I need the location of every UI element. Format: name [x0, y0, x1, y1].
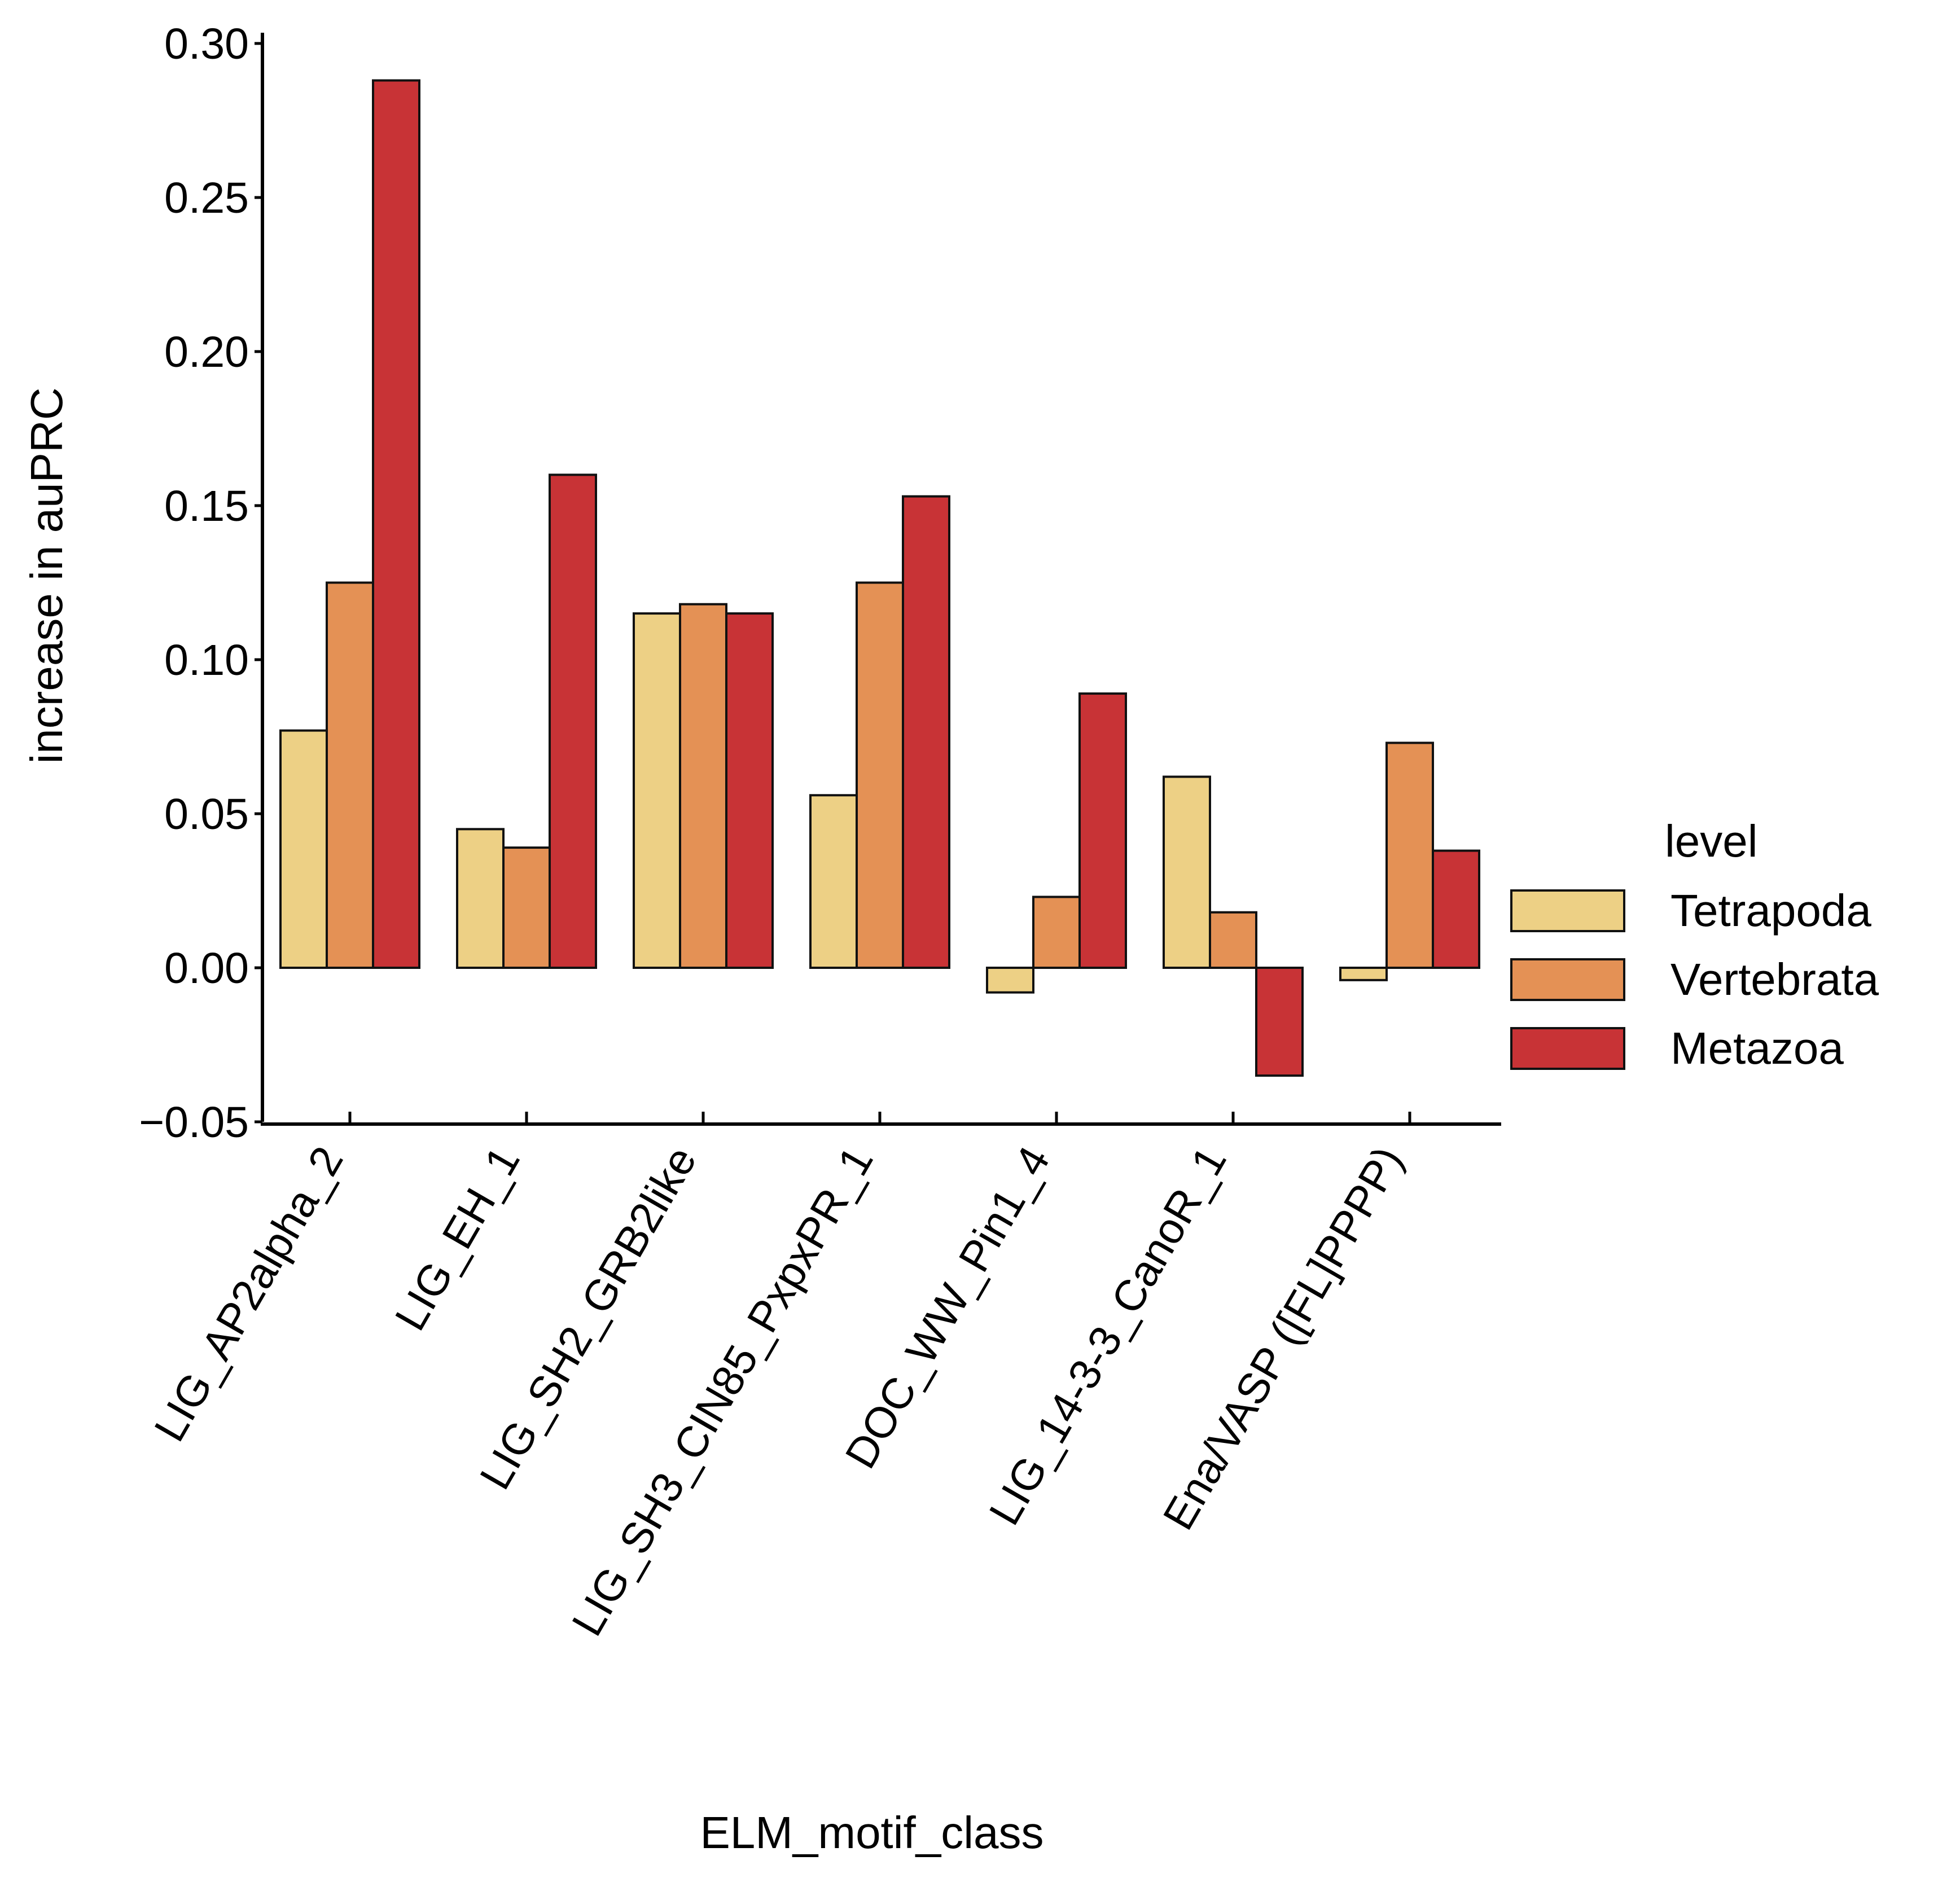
legend-swatch	[1510, 958, 1625, 1001]
bar	[372, 79, 420, 969]
bar	[902, 495, 950, 969]
x-tick-label: LIG_SH3_CIN85_PxpxPR_1	[563, 1139, 883, 1644]
bar	[1432, 849, 1480, 969]
bar	[1032, 896, 1081, 969]
x-axis-title: ELM_motif_class	[700, 1807, 1043, 1858]
bar	[856, 581, 904, 969]
bars	[279, 79, 1480, 1077]
x-tick-label: LIG_AP2alpha_2	[145, 1139, 353, 1450]
x-axis: LIG_AP2alpha_2 LIG_EH_1LIG_SH2_GRB2likeLI…	[145, 1112, 1501, 1644]
bar	[1385, 741, 1434, 969]
bar	[679, 603, 727, 969]
bar	[1209, 911, 1257, 969]
bar	[809, 794, 858, 969]
legend-swatch	[1510, 1027, 1625, 1070]
bar	[549, 473, 597, 969]
y-tick-label: 0.30	[164, 20, 249, 68]
x-tick-label: LIG_EH_1	[385, 1139, 529, 1339]
legend-label: Metazoa	[1670, 1023, 1844, 1073]
y-tick-label: −0.05	[139, 1098, 249, 1147]
bar	[633, 612, 681, 969]
y-tick-label: 0.00	[164, 944, 249, 993]
bar	[1339, 967, 1388, 981]
bar	[456, 828, 505, 969]
bar	[1163, 775, 1211, 969]
legend-title: level	[1665, 816, 1758, 866]
bar	[986, 967, 1034, 994]
y-axis: −0.05 0.00 0.05 0.10 0.15 0.20 0.25 0.30	[139, 20, 264, 1147]
legend: level Tetrapoda Vertebrata Metazoa	[1510, 816, 1879, 1073]
y-tick-label: 0.10	[164, 636, 249, 684]
legend-swatch	[1510, 889, 1625, 932]
y-tick-label: 0.20	[164, 328, 249, 376]
y-axis-title: increase in auPRC	[21, 388, 72, 764]
y-tick-label: 0.25	[164, 174, 249, 222]
bar	[1255, 967, 1304, 1077]
legend-label: Vertebrata	[1670, 954, 1879, 1004]
legend-label: Tetrapoda	[1670, 885, 1871, 936]
y-tick-label: 0.05	[164, 790, 249, 839]
bar	[279, 729, 328, 969]
bar	[725, 612, 774, 969]
bar	[502, 846, 551, 969]
bar	[1078, 692, 1127, 969]
y-tick-label: 0.15	[164, 482, 249, 530]
x-tick-label: DOC_WW_Pin1_4	[836, 1139, 1059, 1477]
bar	[326, 581, 374, 969]
